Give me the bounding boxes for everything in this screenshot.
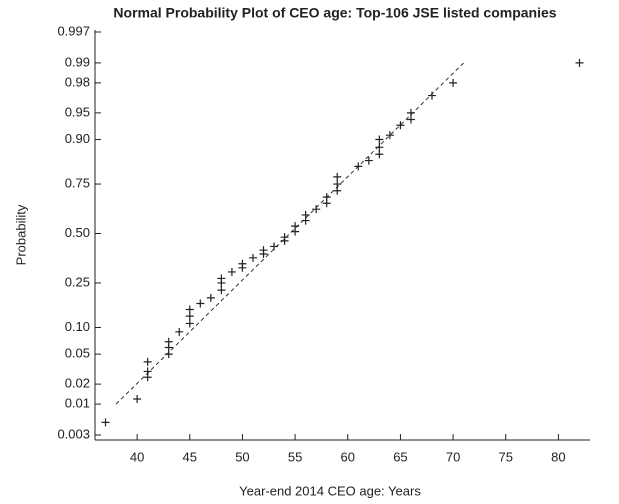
data-point bbox=[248, 253, 257, 262]
data-point bbox=[185, 319, 194, 328]
data-point bbox=[322, 193, 331, 202]
y-tick-label: 0.75 bbox=[65, 175, 90, 190]
data-point bbox=[206, 293, 215, 302]
data-point bbox=[133, 395, 142, 404]
y-tick-label: 0.003 bbox=[57, 426, 90, 441]
y-tick-label: 0.95 bbox=[65, 104, 90, 119]
data-point bbox=[449, 78, 458, 87]
y-tick-label: 0.50 bbox=[65, 225, 90, 240]
x-tick-label: 60 bbox=[341, 449, 355, 464]
y-axis-label: Probability bbox=[13, 204, 28, 265]
data-point bbox=[280, 233, 289, 242]
y-tick-label: 0.997 bbox=[57, 23, 90, 38]
x-tick-label: 40 bbox=[130, 449, 144, 464]
x-tick-label: 65 bbox=[393, 449, 407, 464]
data-point bbox=[143, 357, 152, 366]
data-point bbox=[364, 156, 373, 165]
data-point bbox=[428, 91, 437, 100]
chart-title: Normal Probability Plot of CEO age: Top-… bbox=[113, 5, 556, 21]
data-point bbox=[164, 337, 173, 346]
x-tick-label: 45 bbox=[183, 449, 197, 464]
x-tick-label: 50 bbox=[235, 449, 249, 464]
x-tick-label: 80 bbox=[551, 449, 565, 464]
data-point bbox=[396, 121, 405, 130]
data-point bbox=[375, 150, 384, 159]
data-point bbox=[238, 259, 247, 268]
y-tick-label: 0.99 bbox=[65, 54, 90, 69]
x-tick-label: 55 bbox=[288, 449, 302, 464]
data-point bbox=[333, 172, 342, 181]
data-point bbox=[333, 180, 342, 189]
data-point bbox=[185, 305, 194, 314]
data-point bbox=[375, 135, 384, 144]
data-point bbox=[301, 210, 310, 219]
data-point bbox=[270, 242, 279, 251]
x-tick-label: 70 bbox=[446, 449, 460, 464]
data-point bbox=[375, 143, 384, 152]
data-point bbox=[333, 186, 342, 195]
data-point bbox=[406, 108, 415, 117]
y-tick-label: 0.25 bbox=[65, 274, 90, 289]
data-point bbox=[101, 418, 110, 427]
data-point bbox=[227, 267, 236, 276]
data-point bbox=[312, 205, 321, 214]
data-point bbox=[575, 58, 584, 67]
y-tick-label: 0.90 bbox=[65, 131, 90, 146]
x-axis-label: Year-end 2014 CEO age: Years bbox=[239, 483, 421, 498]
data-point bbox=[196, 299, 205, 308]
data-point bbox=[217, 286, 226, 295]
y-tick-label: 0.02 bbox=[65, 376, 90, 391]
y-tick-label: 0.10 bbox=[65, 319, 90, 334]
data-point bbox=[143, 367, 152, 376]
data-point bbox=[175, 327, 184, 336]
data-point bbox=[354, 162, 363, 171]
x-tick-label: 75 bbox=[499, 449, 513, 464]
y-tick-label: 0.05 bbox=[65, 346, 90, 361]
data-point bbox=[385, 131, 394, 140]
y-tick-label: 0.98 bbox=[65, 74, 90, 89]
data-point bbox=[217, 274, 226, 283]
data-point bbox=[259, 246, 268, 255]
data-point bbox=[291, 222, 300, 231]
y-tick-label: 0.01 bbox=[65, 396, 90, 411]
